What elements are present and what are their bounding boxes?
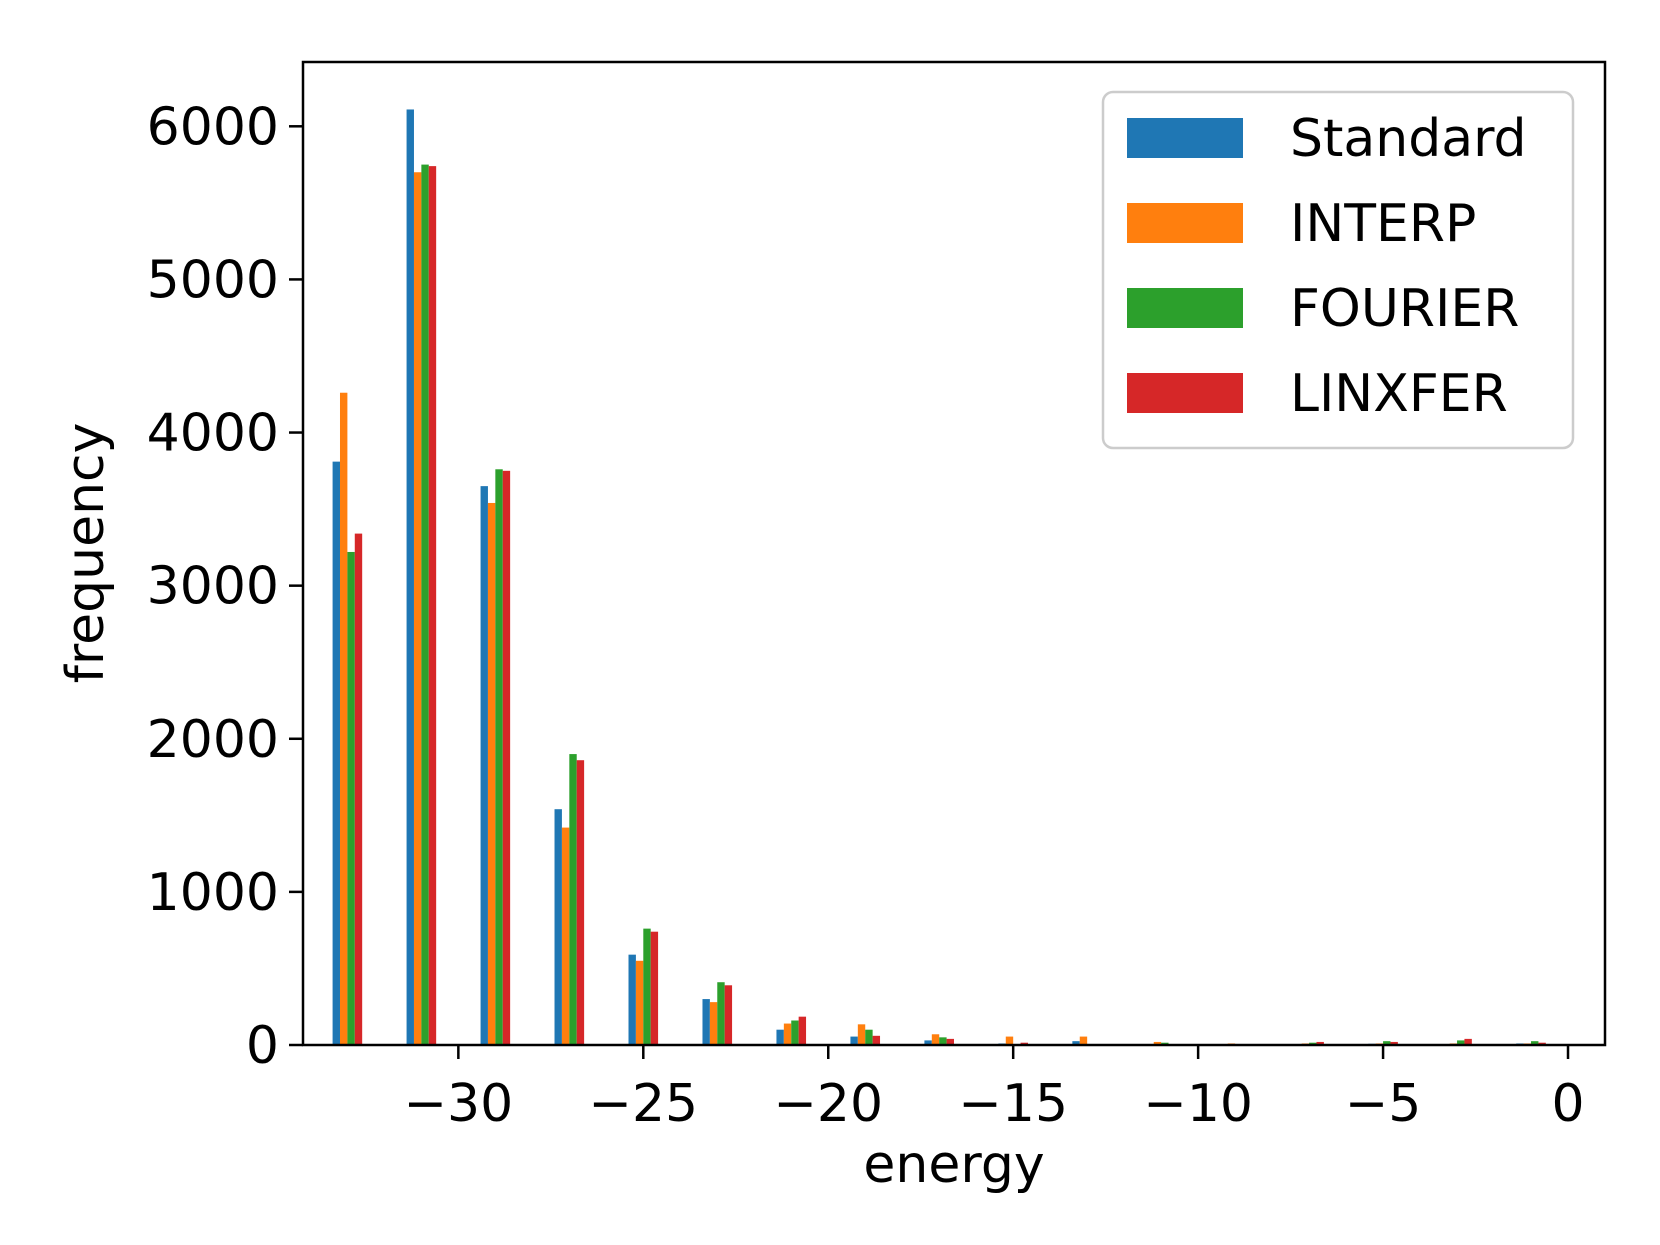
bar-interp-9 [1005, 1036, 1014, 1045]
x-tick-label: −15 [958, 1074, 1068, 1134]
bar-linxfer-14 [1390, 1041, 1398, 1045]
bar-fourier-2 [495, 469, 503, 1045]
y-tick-label: 2000 [147, 710, 279, 770]
bar-interp-2 [487, 502, 496, 1046]
bar-interp-5 [709, 1002, 718, 1045]
bar-fourier-14 [1383, 1041, 1391, 1045]
bar-standard-4 [628, 954, 636, 1045]
legend-frame [1101, 90, 1575, 450]
bar-standard-3 [554, 809, 562, 1045]
x-tick-label: −30 [403, 1074, 513, 1134]
bar-standard-2 [480, 486, 488, 1045]
legend-label-fourier: FOURIER [1290, 279, 1519, 339]
bar-fourier-5 [717, 982, 725, 1045]
bar-standard-1 [406, 109, 414, 1046]
bar-linxfer-13 [1316, 1041, 1324, 1045]
bar-linxfer-0 [354, 533, 363, 1045]
bar-linxfer-6 [798, 1016, 807, 1045]
legend-swatch-interp [1127, 203, 1243, 243]
bar-interp-0 [339, 392, 348, 1046]
x-axis-label: energy [863, 1135, 1044, 1195]
bar-interp-8 [931, 1034, 940, 1045]
bar-fourier-16 [1531, 1041, 1539, 1045]
bar-linxfer-8 [946, 1038, 954, 1045]
x-tick-label: −5 [1345, 1074, 1422, 1134]
x-axis-ticks: −30 −25 −20 −15 −10 −5 0 [403, 1045, 1585, 1134]
bar-linxfer-15 [1464, 1038, 1472, 1045]
bar-linxfer-2 [502, 470, 511, 1045]
bars-group [332, 109, 1546, 1046]
bar-fourier-8 [939, 1037, 947, 1045]
bar-standard-0 [332, 461, 340, 1045]
x-tick-label: 0 [1551, 1074, 1584, 1134]
bar-linxfer-5 [724, 985, 733, 1045]
bar-standard-10 [1072, 1041, 1080, 1045]
bar-interp-6 [783, 1023, 792, 1045]
y-axis-label: frequency [56, 423, 116, 684]
bar-linxfer-1 [428, 166, 437, 1045]
bar-interp-7 [857, 1024, 866, 1045]
legend-swatch-fourier [1127, 288, 1243, 328]
bar-fourier-3 [569, 754, 577, 1045]
legend-label-interp: INTERP [1290, 194, 1476, 254]
y-axis-ticks: 0 1000 2000 3000 4000 5000 6000 [147, 97, 303, 1076]
legend-label-standard: Standard [1290, 109, 1527, 169]
bar-fourier-0 [347, 551, 355, 1045]
bar-linxfer-7 [872, 1035, 881, 1045]
bar-linxfer-3 [576, 760, 585, 1045]
bar-fourier-7 [865, 1029, 873, 1045]
bar-standard-5 [702, 999, 710, 1045]
bar-interp-1 [413, 172, 422, 1046]
bar-fourier-1 [421, 164, 429, 1046]
y-tick-label: 6000 [147, 97, 279, 157]
bar-standard-8 [924, 1040, 932, 1045]
bar-standard-7 [850, 1036, 858, 1045]
plot-area-frame [301, 60, 1607, 1047]
bar-interp-4 [635, 960, 644, 1045]
bar-interp-10 [1079, 1036, 1088, 1045]
bar-interp-11 [1153, 1041, 1162, 1045]
y-tick-label: 5000 [147, 250, 279, 310]
legend-label-linxfer: LINXFER [1290, 364, 1508, 424]
x-tick-label: −25 [588, 1074, 698, 1134]
x-tick-label: −10 [1143, 1074, 1253, 1134]
legend-swatch-standard [1127, 118, 1243, 158]
legend-swatch-linxfer [1127, 373, 1243, 413]
y-tick-label: 1000 [147, 863, 279, 923]
legend: Standard INTERP FOURIER LINXFER [1101, 90, 1575, 450]
bar-fourier-6 [791, 1020, 799, 1045]
y-tick-label: 4000 [147, 404, 279, 464]
bar-fourier-4 [643, 928, 651, 1045]
bar-interp-3 [561, 827, 570, 1045]
y-tick-label: 3000 [147, 557, 279, 617]
x-tick-label: −20 [773, 1074, 883, 1134]
bar-standard-6 [776, 1029, 784, 1045]
bar-linxfer-4 [650, 931, 659, 1045]
bar-fourier-15 [1457, 1040, 1465, 1045]
y-tick-label: 0 [246, 1016, 279, 1076]
